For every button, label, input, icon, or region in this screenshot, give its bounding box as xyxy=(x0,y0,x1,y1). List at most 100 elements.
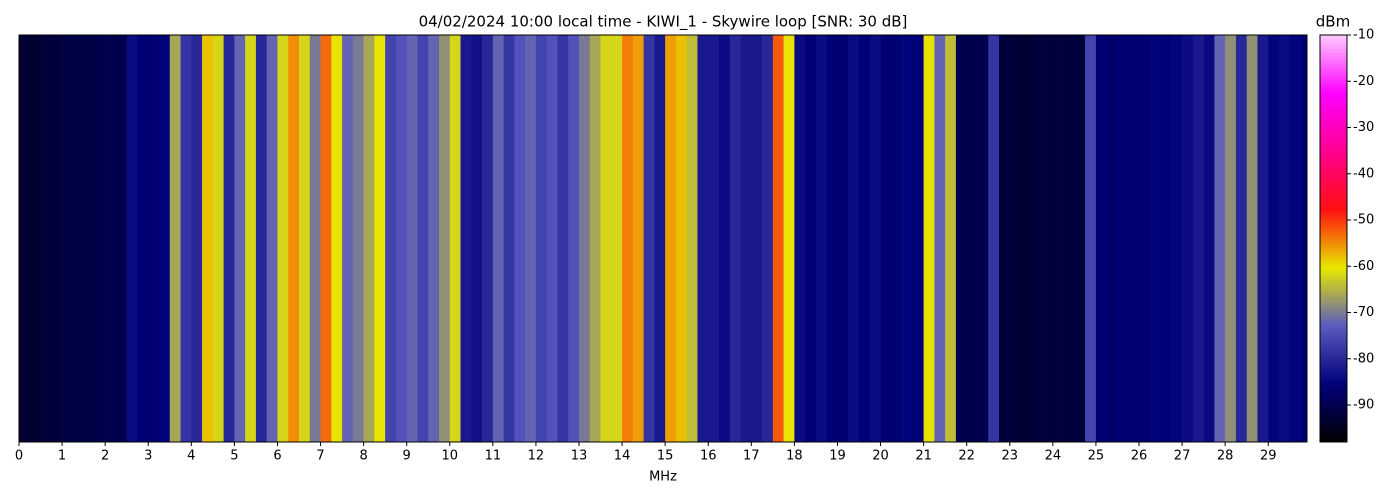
spectrum-band xyxy=(1182,35,1194,442)
colorbar-step xyxy=(1320,82,1347,87)
spectrum-band xyxy=(1203,35,1215,442)
colorbar-step xyxy=(1320,377,1347,382)
colorbar-step xyxy=(1320,438,1347,443)
x-tick-label: 17 xyxy=(743,449,760,464)
spectrum-band xyxy=(202,35,214,442)
spectrum-band xyxy=(1128,35,1140,442)
colorbar-step xyxy=(1320,357,1347,362)
spectrum-band xyxy=(826,35,838,442)
colorbar-step xyxy=(1320,374,1347,379)
colorbar-step xyxy=(1320,296,1347,301)
colorbar-step xyxy=(1320,279,1347,284)
colorbar-step xyxy=(1320,211,1347,216)
spectrum-band xyxy=(492,35,504,442)
spectrum-band xyxy=(1063,35,1075,442)
colorbar-step xyxy=(1320,350,1347,355)
spectrum-band xyxy=(783,35,795,442)
spectrum-band xyxy=(137,35,149,442)
spectrum-band xyxy=(234,35,246,442)
spectrum-band xyxy=(611,35,623,442)
spectrum-band xyxy=(1268,35,1280,442)
x-tick-label: 2 xyxy=(101,449,109,464)
x-tick-label: 6 xyxy=(273,449,281,464)
colorbar-step xyxy=(1320,252,1347,256)
colorbar-step xyxy=(1320,272,1347,277)
colorbar-step xyxy=(1320,170,1347,175)
spectrum-band xyxy=(955,35,967,442)
spectrum-band xyxy=(632,35,644,442)
spectrum-band xyxy=(471,35,483,442)
spectrum-band xyxy=(460,35,472,442)
spectrum-band xyxy=(772,35,784,442)
colorbar-step xyxy=(1320,360,1347,365)
colorbar-step xyxy=(1320,85,1347,90)
colorbar-step xyxy=(1320,143,1347,148)
spectrum-band xyxy=(1085,35,1097,442)
spectrum-band xyxy=(342,35,354,442)
spectrum-band xyxy=(1042,35,1054,442)
spectrum-band xyxy=(1214,35,1226,442)
spectrum-band xyxy=(740,35,752,442)
spectrum-band xyxy=(708,35,720,442)
colorbar-step xyxy=(1320,275,1347,280)
colorbar-step xyxy=(1320,238,1347,243)
x-tick-label: 8 xyxy=(359,449,367,464)
colorbar-tick-label: -40 xyxy=(1353,166,1374,181)
spectrum-band xyxy=(805,35,817,442)
colorbar-step xyxy=(1320,35,1347,39)
spectrum-band xyxy=(309,35,321,442)
colorbar-step xyxy=(1320,140,1347,145)
spectrum-band xyxy=(352,35,364,442)
colorbar-step xyxy=(1320,184,1347,189)
spectrum-band xyxy=(902,35,914,442)
spectrum-band xyxy=(1160,35,1172,442)
colorbar-step xyxy=(1320,269,1347,273)
colorbar-step xyxy=(1320,397,1347,402)
spectrum-band xyxy=(212,35,224,442)
spectrum-band xyxy=(848,35,860,442)
spectrum-band xyxy=(169,35,181,442)
spectrum-band xyxy=(482,35,494,442)
spectrum-band xyxy=(525,35,537,442)
colorbar-step xyxy=(1320,387,1347,392)
spectrum-band xyxy=(891,35,903,442)
x-tick-label: 7 xyxy=(316,449,324,464)
spectrum-band xyxy=(675,35,687,442)
colorbar-step xyxy=(1320,418,1347,423)
colorbar-step xyxy=(1320,41,1347,46)
colorbar-step xyxy=(1320,323,1347,328)
spectrum-band xyxy=(363,35,375,442)
spectrum-band xyxy=(837,35,849,442)
plot-frame xyxy=(18,34,1308,443)
x-tick-label: 26 xyxy=(1131,449,1148,464)
spectrum-band xyxy=(277,35,289,442)
colorbar-step xyxy=(1320,38,1347,43)
colorbar-step xyxy=(1320,235,1347,239)
spectrum-band xyxy=(557,35,569,442)
colorbar-step xyxy=(1320,408,1347,412)
spectrum-band xyxy=(589,35,601,442)
x-tick-label: 25 xyxy=(1088,449,1105,464)
spectrum-band xyxy=(579,35,591,442)
colorbar-step xyxy=(1320,153,1347,158)
x-axis-label: MHz xyxy=(649,470,677,485)
colorbar-step xyxy=(1320,255,1347,260)
colorbar-step xyxy=(1320,306,1347,311)
colorbar-step xyxy=(1320,167,1347,172)
colorbar-step xyxy=(1320,221,1347,226)
spectrum-band xyxy=(794,35,806,442)
colorbar-tick-label: -20 xyxy=(1353,74,1374,89)
colorbar-step xyxy=(1320,347,1347,351)
x-tick-label: 1 xyxy=(58,449,66,464)
spectrum-band xyxy=(697,35,709,442)
spectrum-band xyxy=(1257,35,1269,442)
colorbar-step xyxy=(1320,68,1347,73)
x-tick-label: 9 xyxy=(403,449,411,464)
colorbar-step xyxy=(1320,129,1347,134)
spectrum-band xyxy=(255,35,267,442)
colorbar-step xyxy=(1320,353,1347,358)
spectrum-band xyxy=(245,35,257,442)
colorbar-step xyxy=(1320,421,1347,426)
colorbar-step xyxy=(1320,370,1347,375)
colorbar-tick-label: -10 xyxy=(1353,28,1374,43)
